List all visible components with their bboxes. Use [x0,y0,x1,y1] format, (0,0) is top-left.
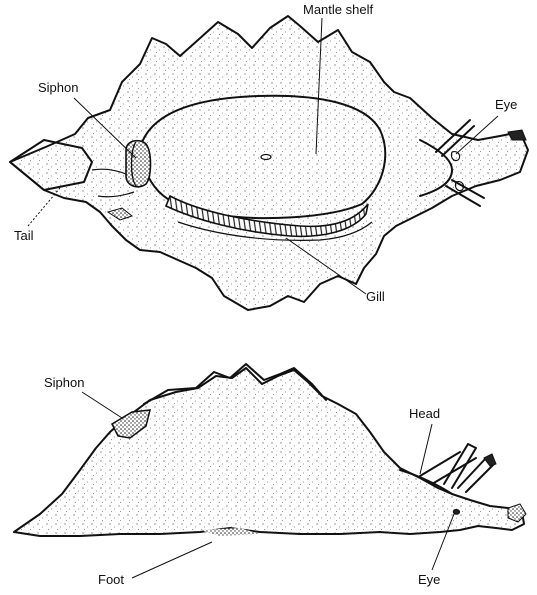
lateral-body-outline [13,367,525,537]
foot-sole [200,528,260,536]
rhinophore-lower [445,179,485,207]
leader-foot [131,541,213,579]
dorsal-eye-upper [450,151,461,162]
leader-dorsal-eye [455,115,499,155]
dorsal-head [419,139,453,197]
gill-fold [177,221,373,241]
leader-gill [285,237,367,295]
leader-lateral-eye [431,513,455,571]
label-foot: Foot [98,572,124,587]
leader-head [419,423,433,475]
lateral-rhinophore-tip [483,453,497,467]
lateral-head [399,451,477,495]
label-dorsal-siphon: Siphon [38,80,78,95]
leader-mantle-shelf [315,17,323,155]
leader-tail [27,187,61,227]
lateral-eye [452,509,461,515]
oral-tentacle [507,129,527,141]
mantle-pore [260,153,272,161]
rhinophore-upper [435,119,475,157]
dorsal-view [9,15,529,311]
label-mantle-shelf: Mantle shelf [303,2,373,17]
lateral-view [13,363,527,537]
gill [164,194,369,238]
label-lateral-eye: Eye [418,572,440,587]
dorsal-eye-lower [454,181,465,192]
lateral-rhinophore-1 [443,443,477,489]
tail-tip [9,139,93,191]
dorsal-siphon [125,139,152,188]
dorsal-side-fold [91,168,135,198]
leader-dorsal-siphon [73,97,137,159]
leader-lateral-siphon [81,391,123,419]
lateral-oral-tentacle [507,503,527,523]
label-dorsal-eye: Eye [495,97,517,112]
dorsal-dark-patch [106,207,134,221]
label-tail: Tail [14,228,34,243]
label-gill: Gill [366,289,385,304]
siphon-rim [130,141,137,187]
label-lateral-siphon: Siphon [44,375,84,390]
label-head: Head [409,406,440,421]
lateral-siphon [111,409,151,439]
parapodia-crest [143,363,327,405]
